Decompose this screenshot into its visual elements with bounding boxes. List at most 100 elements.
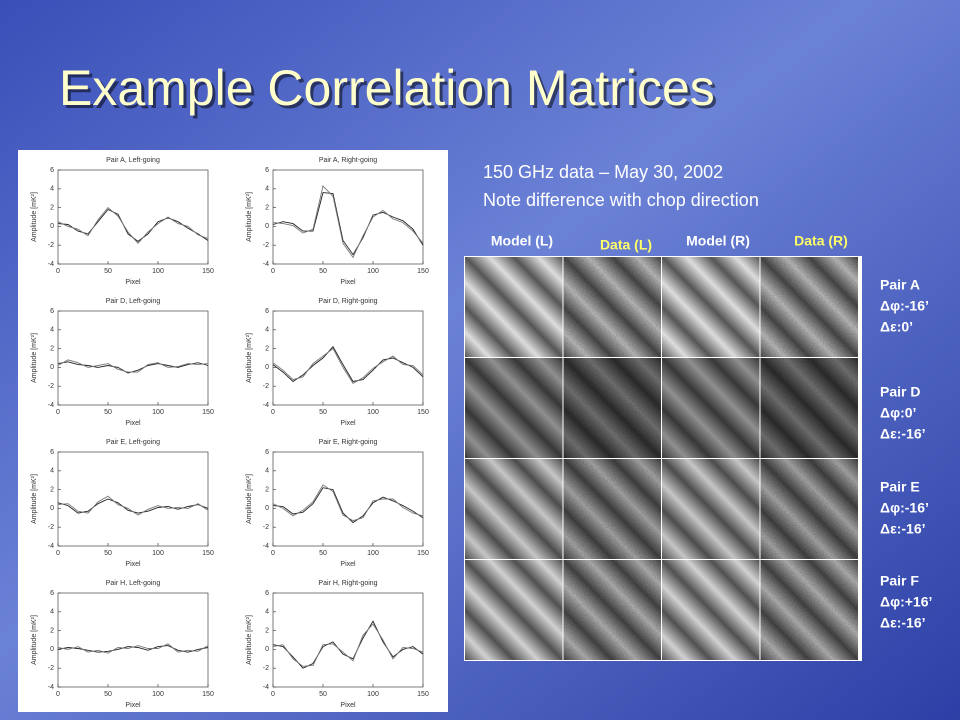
curve [57,359,209,373]
row-label: Δφ:-16’ [880,500,929,516]
x-tick-label: 0 [271,409,275,416]
x-tick-label: 100 [152,691,164,698]
row-label: Δε:-16’ [880,426,926,442]
y-tick-label: 6 [50,449,54,456]
matrix-shade [760,459,858,559]
y-axis-label: Amplitude [mK²] [246,615,253,665]
matrix-cell [662,560,760,660]
y-tick-label: -2 [48,524,54,531]
curve [57,206,209,244]
axes-box [272,451,424,547]
matrix-cell [465,358,563,458]
row-label: Δε:0’ [880,319,913,335]
x-tick-label: 100 [152,550,164,557]
y-tick-label: -4 [263,402,269,409]
x-tick-label: 0 [271,691,275,698]
plot-title: Pair A, Right-going [319,157,377,164]
matrix-shade [662,560,760,660]
y-tick-label: -4 [263,261,269,268]
y-axis-label: Amplitude [mK²] [31,474,38,524]
curve [272,484,424,522]
y-tick-label: 0 [265,223,269,230]
axes-box [57,310,209,406]
x-tick-label: 0 [56,550,60,557]
row-label: Pair F [880,573,919,589]
y-tick-label: 2 [265,486,269,493]
y-axis-label: Amplitude [mK²] [31,192,38,242]
x-tick-label: 0 [56,268,60,275]
matrix-shade [465,459,563,559]
matrix-cell [563,560,661,660]
x-tick-label: 150 [417,268,429,275]
y-tick-label: -4 [263,543,269,550]
axes-box [57,592,209,688]
x-tick-label: 150 [202,268,214,275]
y-axis-label: Amplitude [mK²] [31,333,38,383]
y-tick-label: -2 [48,383,54,390]
matrix-shade [662,358,760,458]
matrix-cell [662,257,760,357]
y-tick-label: 4 [50,327,54,334]
row-label: Δφ:-16’ [880,298,929,314]
matrix-shade [563,358,661,458]
column-header: Data (L) [600,237,652,253]
matrix-shade [760,560,858,660]
y-tick-label: 0 [50,223,54,230]
y-tick-label: 0 [50,646,54,653]
matrix-shade [465,358,563,458]
x-axis-label: Pixel [125,561,141,568]
x-tick-label: 50 [319,409,327,416]
curve [272,623,424,667]
y-tick-label: 4 [50,609,54,616]
plot-title: Pair H, Left-going [106,580,161,587]
plot-panel [18,150,448,712]
x-tick-label: 50 [319,268,327,275]
matrix-shade [465,560,563,660]
y-tick-label: 6 [265,590,269,597]
y-tick-label: 6 [265,308,269,315]
row-label: Pair E [880,479,920,495]
axes-box [272,169,424,265]
matrix-shade [760,257,858,357]
x-axis-label: Pixel [340,702,356,709]
y-tick-label: 0 [50,364,54,371]
x-axis-label: Pixel [125,702,141,709]
y-tick-label: 4 [265,609,269,616]
y-tick-label: 2 [265,204,269,211]
y-tick-label: 0 [265,505,269,512]
y-tick-label: -2 [48,665,54,672]
y-tick-label: 6 [265,167,269,174]
x-tick-label: 0 [271,550,275,557]
matrix-cell [465,257,563,357]
plot-title: Pair D, Left-going [106,298,161,305]
y-tick-label: 6 [265,449,269,456]
row-label: Pair D [880,384,920,400]
curve [57,495,209,516]
plot-title: Pair H, Right-going [318,580,377,587]
x-axis-label: Pixel [340,279,356,286]
plot-title: Pair E, Right-going [319,439,378,446]
x-axis-label: Pixel [340,561,356,568]
matrix-cell [465,560,563,660]
x-tick-label: 50 [104,691,112,698]
y-tick-label: 6 [50,167,54,174]
axes-box [57,169,209,265]
row-label: Δφ:+16’ [880,594,932,610]
matrix-shade [662,459,760,559]
matrix-cell [662,358,760,458]
column-header: Model (L) [491,233,553,249]
y-tick-label: 4 [265,186,269,193]
x-tick-label: 150 [202,409,214,416]
matrix-shade [760,358,858,458]
y-axis-label: Amplitude [mK²] [246,474,253,524]
x-tick-label: 150 [417,409,429,416]
x-tick-label: 100 [367,691,379,698]
plot-title: Pair A, Left-going [106,157,160,164]
y-axis-label: Amplitude [mK²] [246,333,253,383]
x-tick-label: 50 [104,550,112,557]
matrix-shade [563,459,661,559]
title-shadow: Example Correlation Matrices [62,63,718,119]
y-tick-label: 2 [50,204,54,211]
